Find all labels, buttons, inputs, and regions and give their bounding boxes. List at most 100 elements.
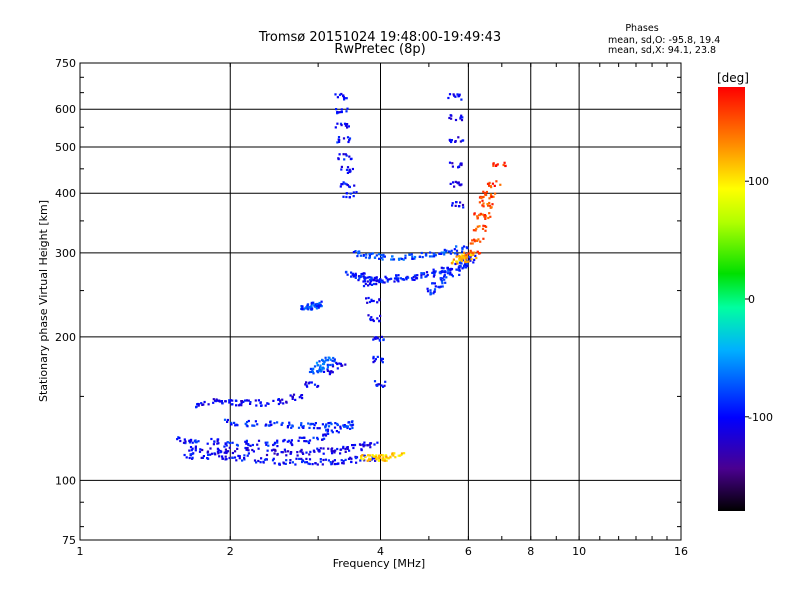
data-point — [443, 275, 446, 278]
data-point — [429, 251, 432, 254]
data-point — [244, 422, 247, 425]
stats-o-mode: mean, sd,O: -95.8, 19.4 — [608, 35, 720, 46]
data-point — [273, 441, 277, 444]
data-point — [416, 274, 419, 277]
data-point — [440, 280, 444, 283]
data-point — [432, 268, 435, 271]
data-point — [469, 259, 472, 262]
data-point — [397, 257, 401, 260]
data-point — [294, 398, 297, 401]
data-point — [455, 245, 458, 248]
data-point — [378, 298, 381, 301]
data-point — [221, 455, 224, 458]
y-tick-label: 100 — [55, 474, 76, 487]
data-point — [378, 257, 381, 260]
data-point — [331, 363, 334, 366]
data-point — [465, 246, 468, 249]
data-point — [395, 275, 398, 278]
data-point — [494, 164, 498, 167]
data-point — [448, 161, 452, 164]
data-point — [243, 458, 246, 461]
data-point — [446, 272, 449, 275]
data-point — [496, 163, 499, 166]
data-point — [247, 449, 250, 452]
data-point — [362, 280, 365, 283]
data-point — [465, 253, 468, 256]
data-point — [235, 399, 238, 402]
data-point — [328, 373, 331, 376]
data-point — [488, 201, 491, 205]
data-point — [378, 319, 381, 322]
data-point — [429, 292, 433, 295]
data-point — [400, 453, 403, 456]
data-point — [300, 436, 304, 439]
data-point — [467, 260, 470, 263]
data-point — [231, 451, 234, 455]
data-point — [198, 450, 202, 453]
data-point — [314, 303, 317, 306]
data-point — [281, 421, 284, 425]
data-point — [262, 460, 265, 463]
data-point — [373, 256, 377, 259]
data-point — [348, 449, 351, 452]
y-tick-label: 750 — [55, 57, 76, 70]
data-point — [213, 440, 216, 443]
data-point — [339, 185, 342, 188]
data-point — [337, 431, 340, 434]
data-point — [350, 271, 353, 274]
data-point — [350, 275, 353, 278]
data-point — [399, 454, 402, 457]
data-point — [249, 402, 252, 405]
data-point — [418, 255, 421, 258]
data-point — [240, 400, 243, 403]
data-point — [345, 192, 348, 195]
data-point — [478, 252, 482, 255]
data-point — [474, 229, 477, 232]
data-point — [318, 305, 321, 308]
data-point — [264, 441, 267, 444]
data-point — [479, 212, 482, 215]
data-point — [399, 257, 402, 260]
data-point — [451, 204, 454, 207]
data-point — [322, 452, 325, 455]
data-point — [448, 116, 451, 120]
data-point — [466, 262, 469, 266]
stats-title: Phases — [625, 23, 658, 34]
data-point — [298, 436, 301, 439]
data-point — [411, 278, 414, 281]
data-point — [504, 164, 507, 167]
data-point — [462, 255, 465, 259]
data-point — [392, 454, 395, 457]
data-point — [265, 453, 269, 457]
data-point — [194, 449, 197, 452]
data-point — [230, 423, 233, 426]
data-point — [450, 139, 453, 142]
data-point — [327, 459, 330, 462]
data-point — [380, 384, 383, 387]
data-point — [389, 455, 392, 458]
data-point — [369, 458, 372, 462]
data-point — [455, 268, 458, 271]
data-point — [479, 240, 482, 243]
data-point — [318, 301, 321, 305]
data-point — [370, 316, 373, 319]
data-point — [343, 97, 346, 100]
data-point — [310, 381, 313, 384]
data-point — [358, 250, 361, 253]
data-point — [339, 452, 342, 455]
chart-subtitle: RwPretec (8p) — [334, 42, 425, 57]
data-point — [287, 450, 290, 453]
data-point — [460, 119, 464, 122]
data-point — [290, 439, 293, 442]
data-point — [327, 356, 330, 359]
data-point — [177, 436, 180, 439]
data-point — [361, 454, 364, 457]
data-point — [449, 272, 452, 275]
data-point — [455, 260, 458, 263]
data-point — [298, 457, 301, 460]
data-point — [330, 463, 333, 466]
data-point — [270, 449, 274, 452]
data-point — [375, 254, 378, 257]
data-point — [282, 461, 285, 464]
data-point — [244, 440, 247, 443]
